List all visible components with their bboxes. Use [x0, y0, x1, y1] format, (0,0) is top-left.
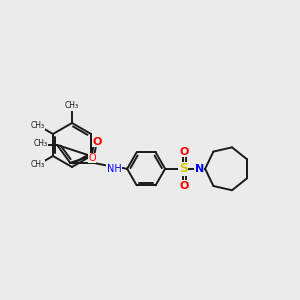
Text: N: N	[194, 164, 204, 174]
Text: CH₃: CH₃	[33, 140, 47, 148]
Text: O: O	[88, 153, 96, 163]
Text: O: O	[92, 137, 102, 147]
Text: CH₃: CH₃	[30, 121, 44, 130]
Text: CH₃: CH₃	[30, 160, 44, 169]
Text: O: O	[179, 147, 189, 157]
Text: NH: NH	[107, 164, 122, 174]
Text: S: S	[178, 162, 188, 175]
Text: O: O	[179, 181, 189, 191]
Text: CH₃: CH₃	[65, 101, 79, 110]
